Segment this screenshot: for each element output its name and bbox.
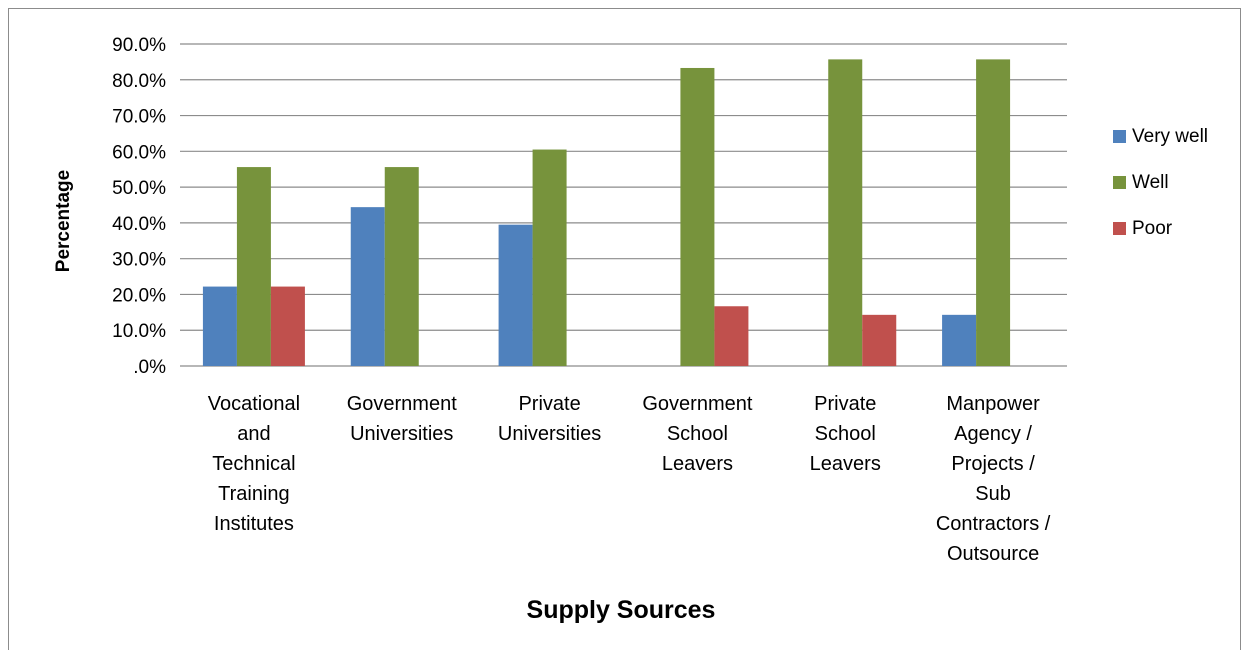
bar-well xyxy=(236,167,271,366)
legend-label-well: Well xyxy=(1132,172,1169,193)
y-axis-title: Percentage xyxy=(53,170,74,272)
category-label: Manpower Agency / Projects / Sub Contractors… xyxy=(936,393,1051,565)
bar-well xyxy=(532,149,567,366)
bar-very-well xyxy=(202,286,237,366)
y-tick-label: 90.0% xyxy=(112,35,166,56)
y-tick-labels: .0% 10.0% 20.0% 30.0% 40.0% 50.0% 60.0% 70.0% 80… xyxy=(112,35,166,378)
legend: Very well Well Poor xyxy=(1113,126,1208,239)
gridlines xyxy=(180,43,1067,367)
legend-label-very-well: Very well xyxy=(1132,126,1208,147)
y-tick-label: 80.0% xyxy=(112,71,166,92)
bar-well xyxy=(976,59,1011,366)
legend-label-poor: Poor xyxy=(1132,218,1173,239)
y-tick-label: .0% xyxy=(133,357,166,378)
bar-poor xyxy=(714,306,749,366)
y-tick-label: 50.0% xyxy=(112,178,166,199)
bar-very-well xyxy=(498,224,533,366)
category-label: Government School Leavers xyxy=(642,393,752,475)
x-axis-title: Supply Sources xyxy=(527,596,716,624)
y-tick-label: 20.0% xyxy=(112,285,166,306)
category-label: Private Universities xyxy=(498,393,601,445)
bar-poor xyxy=(270,286,305,366)
bar-very-well xyxy=(350,207,385,366)
bar-very-well xyxy=(942,314,977,366)
y-tick-label: 60.0% xyxy=(112,142,166,163)
bar-well xyxy=(680,67,715,367)
y-tick-label: 40.0% xyxy=(112,214,166,235)
category-labels: Vocational and Technical Training Institutes… xyxy=(208,393,1051,565)
bar-poor xyxy=(862,314,897,366)
y-tick-label: 70.0% xyxy=(112,107,166,128)
bar-well xyxy=(384,167,419,366)
legend-swatch-very-well xyxy=(1113,130,1126,143)
category-label: Government Universities xyxy=(347,393,457,445)
legend-swatch-poor xyxy=(1113,222,1126,235)
bar-well xyxy=(828,59,863,366)
category-label: Vocational and Technical Training Institutes xyxy=(208,393,300,535)
y-tick-label: 10.0% xyxy=(112,321,166,342)
chart-frame xyxy=(8,8,1241,650)
category-label: Private School Leavers xyxy=(810,393,881,475)
y-tick-label: 30.0% xyxy=(112,250,166,271)
legend-swatch-well xyxy=(1113,176,1126,189)
bars xyxy=(202,59,1011,367)
